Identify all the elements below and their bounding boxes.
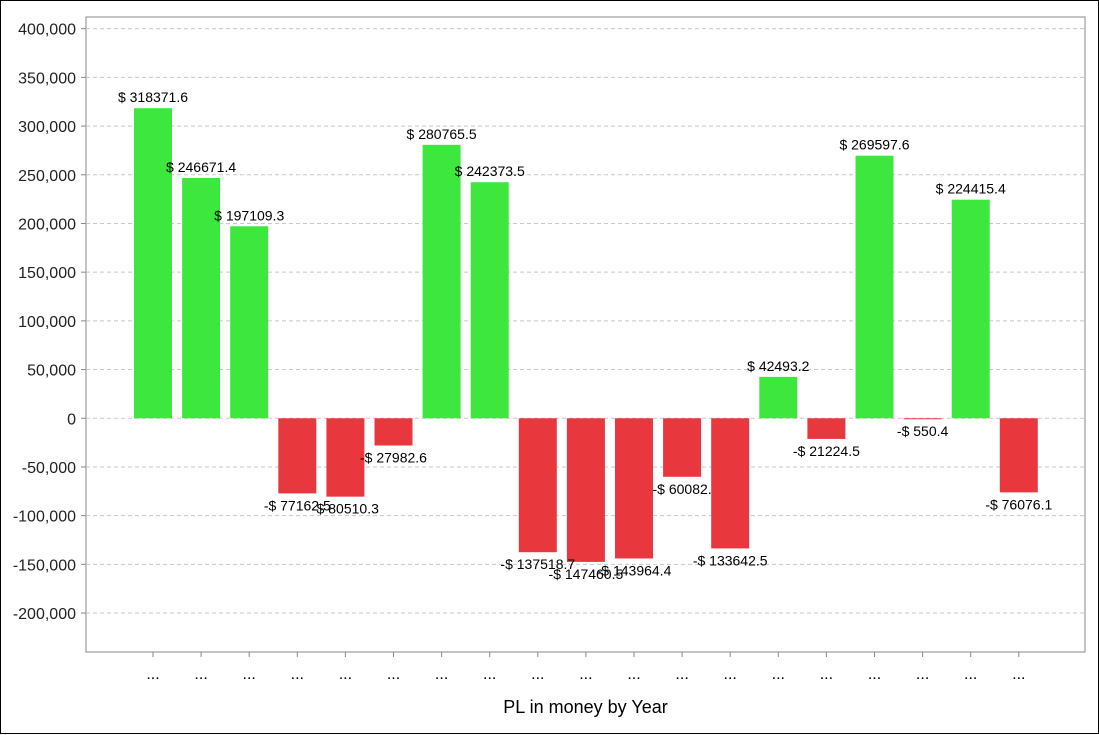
bar <box>326 418 365 497</box>
x-axis-title: PL in money by Year <box>503 697 667 717</box>
x-tick-label: ... <box>387 666 400 683</box>
data-label: -$ 133642.5 <box>693 552 768 568</box>
x-tick-label: ... <box>194 666 207 683</box>
y-tick-label: 150,000 <box>18 265 76 282</box>
data-label: -$ 137518.7 <box>500 556 575 572</box>
y-tick-label: -50,000 <box>22 460 76 477</box>
bar <box>951 199 990 419</box>
data-label: -$ 80510.3 <box>312 501 379 517</box>
bar <box>855 155 894 419</box>
x-tick-label: ... <box>1012 666 1025 683</box>
bars-layer <box>134 108 1038 562</box>
y-tick-label: 100,000 <box>18 314 76 331</box>
y-tick-label: 300,000 <box>18 119 76 136</box>
y-tick-label: -200,000 <box>13 606 76 623</box>
data-label: $ 280765.5 <box>407 126 477 142</box>
x-tick-label: ... <box>243 666 256 683</box>
y-tick-label: 0 <box>67 411 76 428</box>
data-labels-layer: $ 318371.6 $ 246671.4 $ 197109.3 -$ 77162.5… <box>118 89 1053 582</box>
bar <box>615 418 653 559</box>
bar <box>182 178 221 419</box>
bar <box>903 418 942 420</box>
data-label: -$ 21224.5 <box>793 443 860 459</box>
x-tick-label: ... <box>964 666 977 683</box>
data-label: $ 242373.5 <box>455 163 525 179</box>
data-label: -$ 27982.6 <box>360 450 427 466</box>
bar <box>518 418 557 553</box>
data-label: $ 42493.2 <box>747 358 809 374</box>
bar <box>566 418 605 562</box>
y-tick-label: 350,000 <box>18 70 76 87</box>
x-tick-label: ... <box>483 666 496 683</box>
data-label: -$ 60082. <box>653 481 712 497</box>
x-tick-label: ... <box>868 666 881 683</box>
x-tick-label: ... <box>675 666 688 683</box>
y-tick-label: -100,000 <box>13 509 76 526</box>
bar <box>230 226 269 419</box>
x-tick-label: ... <box>531 666 544 683</box>
x-tick-label: ... <box>146 666 159 683</box>
bar <box>711 418 750 549</box>
data-label: $ 246671.4 <box>166 159 236 175</box>
x-axis: ........................................… <box>146 652 1025 683</box>
y-tick-label: 50,000 <box>27 363 76 380</box>
x-tick-label: ... <box>772 666 785 683</box>
x-tick-label: ... <box>627 666 640 683</box>
y-tick-label: -150,000 <box>13 557 76 574</box>
x-tick-label: ... <box>291 666 304 683</box>
data-label: $ 269597.6 <box>839 137 909 153</box>
bar <box>134 108 172 419</box>
data-label: -$ 77162.5 <box>264 497 331 513</box>
bar <box>999 418 1038 493</box>
x-tick-label: ... <box>579 666 592 683</box>
x-tick-label: ... <box>339 666 352 683</box>
bar <box>663 418 702 477</box>
data-label: -$ 76076.1 <box>985 496 1052 512</box>
data-label: -$ 143964.4 <box>597 562 672 578</box>
bar <box>470 182 509 419</box>
bar <box>278 418 317 494</box>
y-axis: 400,000 350,000 300,000 250,000 200,000 150,0… <box>13 22 86 623</box>
x-tick-label: ... <box>435 666 448 683</box>
y-tick-label: 250,000 <box>18 168 76 185</box>
data-label: -$ 550.4 <box>897 423 949 439</box>
data-label: -$ 147460.5 <box>549 566 624 582</box>
x-tick-label: ... <box>724 666 737 683</box>
bar <box>759 376 798 419</box>
bar <box>422 144 461 419</box>
x-tick-label: ... <box>820 666 833 683</box>
y-tick-label: 400,000 <box>18 22 76 39</box>
bar <box>807 418 846 439</box>
y-tick-label: 200,000 <box>18 216 76 233</box>
data-label: $ 197109.3 <box>214 207 284 223</box>
data-label: $ 224415.4 <box>936 181 1006 197</box>
data-label: $ 318371.6 <box>118 89 188 105</box>
x-tick-label: ... <box>916 666 929 683</box>
bar <box>374 418 413 446</box>
